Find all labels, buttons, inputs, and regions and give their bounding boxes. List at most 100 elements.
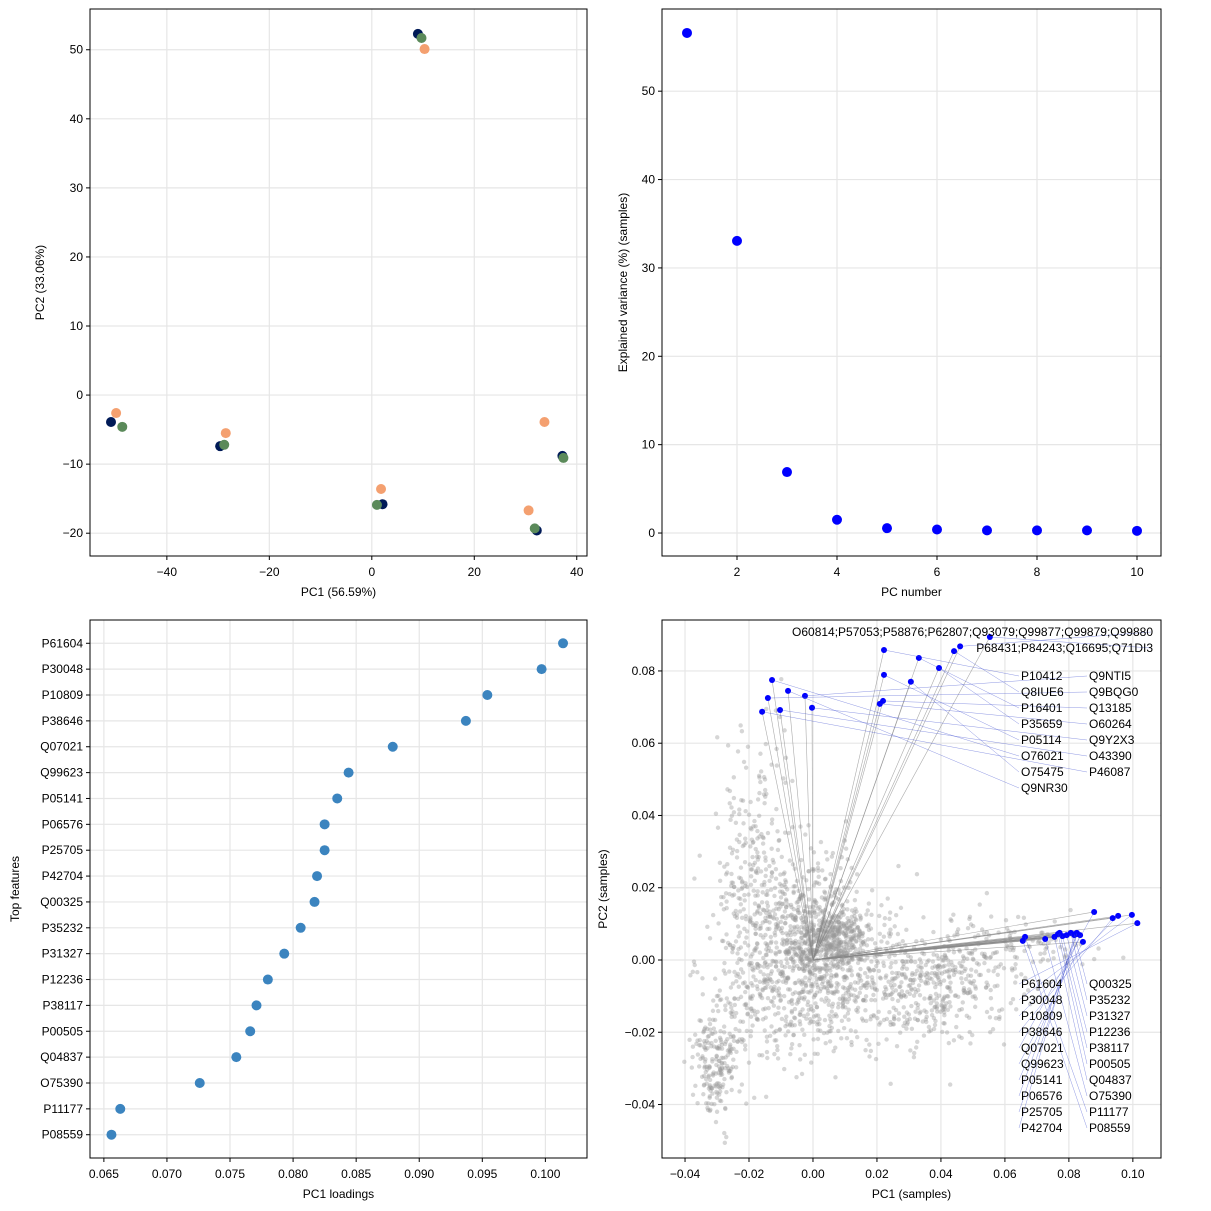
- background-point: [814, 900, 819, 905]
- background-point: [754, 941, 760, 946]
- loading-label: P06576: [1021, 1089, 1063, 1103]
- background-point: [961, 990, 967, 996]
- background-point: [793, 938, 798, 944]
- background-point: [834, 973, 839, 979]
- background-point: [707, 936, 713, 941]
- background-point: [790, 824, 795, 830]
- background-point: [795, 910, 801, 915]
- background-point: [787, 964, 792, 970]
- background-point: [782, 728, 787, 733]
- background-point: [878, 1020, 883, 1025]
- background-point: [807, 990, 812, 995]
- background-point: [754, 984, 760, 989]
- background-point: [936, 993, 942, 998]
- background-point: [719, 1046, 725, 1051]
- background-point: [1063, 953, 1068, 958]
- y-tick-label: P31327: [42, 947, 84, 961]
- loading-label: Q9Y2X3: [1089, 733, 1135, 747]
- background-point: [1051, 956, 1056, 961]
- loading-point: [332, 793, 343, 804]
- background-point: [835, 989, 840, 994]
- background-point: [957, 1007, 962, 1013]
- label-leader-line: [1018, 934, 1081, 1081]
- background-point: [795, 946, 800, 951]
- background-point: [862, 958, 867, 963]
- background-point: [834, 1014, 839, 1019]
- background-point: [842, 929, 848, 934]
- background-point: [793, 917, 798, 922]
- background-point: [849, 968, 854, 973]
- background-point: [698, 1018, 704, 1024]
- background-point: [990, 951, 996, 956]
- label-leader-line: [1018, 914, 1133, 1001]
- y-tick-label: 10: [70, 319, 84, 333]
- background-point: [769, 870, 775, 876]
- background-point: [788, 1019, 794, 1025]
- background-point: [813, 899, 818, 904]
- background-point: [698, 1056, 703, 1061]
- background-point: [1040, 957, 1046, 962]
- background-point: [801, 987, 806, 992]
- background-point: [788, 913, 793, 918]
- background-point: [832, 963, 837, 969]
- background-point: [829, 990, 834, 995]
- background-point: [771, 995, 777, 1000]
- background-point: [848, 965, 853, 970]
- background-point: [971, 923, 976, 929]
- sample-point: [117, 421, 128, 432]
- background-point: [901, 992, 907, 998]
- background-point: [796, 939, 802, 944]
- background-point: [792, 866, 798, 871]
- background-point: [707, 1077, 713, 1083]
- background-point: [846, 996, 852, 1002]
- background-point: [850, 942, 856, 947]
- background-point: [759, 882, 765, 888]
- background-point: [785, 960, 790, 966]
- background-point: [862, 983, 868, 988]
- background-point: [755, 1009, 760, 1015]
- background-point: [921, 1033, 927, 1038]
- background-point: [802, 963, 808, 969]
- background-point: [824, 943, 830, 948]
- background-point: [716, 1008, 721, 1014]
- background-point: [892, 924, 897, 929]
- label-leader-line: [1018, 933, 1078, 1113]
- background-point: [714, 1082, 719, 1087]
- background-point: [715, 1091, 720, 1096]
- background-point: [843, 974, 849, 980]
- background-point: [762, 1028, 767, 1033]
- background-point: [743, 913, 749, 919]
- background-point: [893, 1007, 899, 1013]
- background-point: [770, 958, 775, 964]
- background-point: [761, 908, 767, 913]
- background-point: [778, 895, 784, 900]
- background-point: [830, 933, 836, 938]
- background-point: [852, 927, 857, 933]
- background-point: [778, 928, 784, 934]
- background-point: [806, 957, 812, 962]
- label-leader-line: [960, 631, 1152, 647]
- background-point: [763, 985, 769, 990]
- background-point: [894, 970, 899, 976]
- background-point: [789, 1010, 795, 1015]
- background-point: [758, 969, 763, 974]
- background-point: [857, 976, 862, 981]
- background-point: [729, 851, 735, 856]
- background-point: [822, 999, 828, 1004]
- background-point: [938, 979, 943, 985]
- background-point: [808, 957, 813, 962]
- background-point: [722, 1076, 727, 1082]
- background-point: [839, 939, 844, 945]
- background-point: [822, 877, 828, 882]
- background-point: [948, 989, 953, 994]
- background-point: [942, 963, 947, 968]
- background-point: [771, 987, 776, 992]
- background-point: [845, 926, 850, 931]
- background-point: [834, 985, 839, 990]
- background-point: [734, 837, 740, 842]
- background-point: [832, 989, 837, 995]
- background-point: [715, 1046, 720, 1051]
- background-point: [942, 1021, 947, 1026]
- background-point: [1009, 942, 1014, 947]
- background-point: [797, 1019, 802, 1024]
